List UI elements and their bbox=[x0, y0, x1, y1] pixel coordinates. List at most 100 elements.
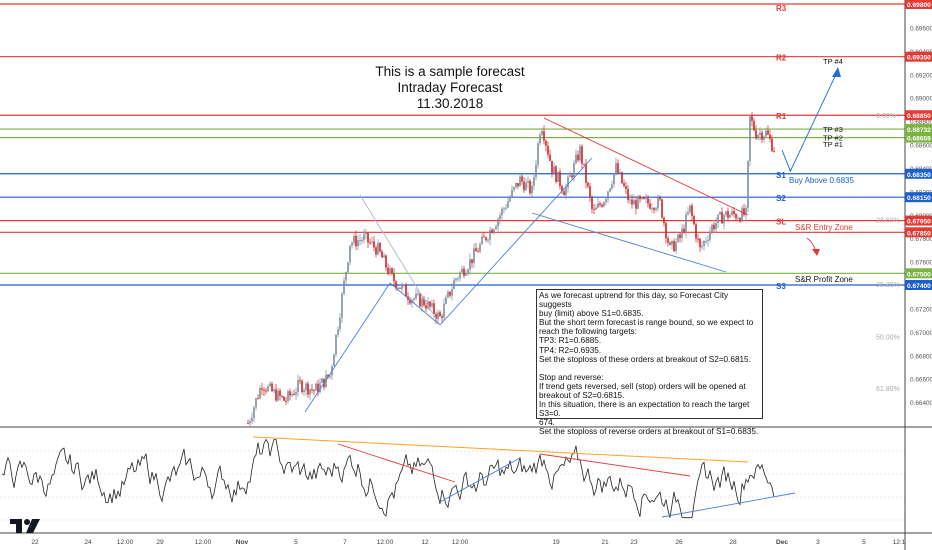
candle-body bbox=[733, 211, 735, 215]
price-label: 0.68150 bbox=[907, 195, 931, 202]
candle-body bbox=[445, 297, 447, 304]
candle-body bbox=[653, 208, 655, 211]
time-tick: 12:00 bbox=[377, 539, 394, 546]
candle-body bbox=[559, 171, 561, 187]
candle-body bbox=[497, 219, 499, 227]
candle-body bbox=[661, 199, 663, 218]
candle-body bbox=[721, 211, 723, 224]
arrow-head-up bbox=[832, 67, 841, 77]
candle-body bbox=[351, 243, 353, 246]
price-label: 0.68350 bbox=[907, 172, 931, 179]
candle-body bbox=[547, 145, 549, 155]
time-tick: Nov bbox=[236, 539, 249, 546]
candle-body bbox=[313, 389, 315, 391]
forecast-arrow-up bbox=[789, 69, 839, 173]
fib-label: 38.20% bbox=[876, 282, 900, 289]
candle-body bbox=[551, 160, 553, 174]
candle-body bbox=[649, 203, 651, 209]
trendline-support-1 bbox=[304, 282, 391, 413]
candle-body bbox=[709, 231, 711, 240]
candle-body bbox=[553, 166, 555, 174]
candle-body bbox=[637, 196, 639, 209]
candle-body bbox=[755, 130, 757, 139]
candle-body bbox=[373, 241, 375, 248]
candle-body bbox=[663, 217, 665, 224]
candle-body bbox=[337, 329, 339, 335]
candle-body bbox=[573, 163, 575, 178]
candle-body bbox=[251, 417, 253, 422]
candle-body bbox=[561, 186, 563, 192]
candle-body bbox=[333, 354, 335, 367]
candle-body bbox=[257, 398, 259, 400]
candle-body bbox=[681, 228, 683, 239]
fib-label: 0.00% bbox=[876, 113, 896, 120]
candle-body bbox=[629, 199, 631, 201]
candle-body bbox=[701, 245, 703, 248]
level-tag: TP #3 bbox=[823, 125, 843, 134]
candle-body bbox=[439, 312, 441, 317]
level-tag: SL bbox=[776, 218, 786, 227]
price-label-bg bbox=[905, 192, 932, 203]
candle-body bbox=[277, 390, 279, 401]
candle-body bbox=[285, 400, 287, 402]
candle-body bbox=[433, 303, 435, 315]
support-resistance-levels bbox=[0, 3, 905, 286]
candle-body bbox=[609, 188, 611, 192]
candle-body bbox=[457, 278, 459, 280]
candle-body bbox=[717, 214, 719, 223]
price-tick: 0.66600 bbox=[910, 377, 932, 384]
candle-body bbox=[307, 383, 309, 395]
time-tick: Dec bbox=[776, 539, 788, 546]
trendlines bbox=[304, 67, 841, 413]
candle-body bbox=[713, 224, 715, 230]
candle-body bbox=[279, 390, 281, 396]
price-label: 0.68659 bbox=[907, 136, 931, 143]
candle-body bbox=[605, 199, 607, 203]
candle-body bbox=[703, 241, 705, 246]
candle-body bbox=[675, 241, 677, 252]
candle-body bbox=[773, 151, 775, 153]
time-tick: 12:00 bbox=[195, 539, 212, 546]
candle-body bbox=[511, 189, 513, 198]
candle-body bbox=[375, 247, 377, 255]
candle-body bbox=[301, 381, 303, 392]
candle-body bbox=[623, 183, 625, 187]
candle-body bbox=[453, 280, 455, 290]
candle-body bbox=[565, 187, 567, 196]
candle-body bbox=[597, 203, 599, 208]
time-tick: 21 bbox=[601, 539, 609, 546]
title-line-2: Intraday Forecast bbox=[397, 80, 503, 95]
candle-body bbox=[729, 214, 731, 218]
candle-body bbox=[731, 211, 733, 215]
level-tag: S3 bbox=[776, 282, 786, 291]
candle-body bbox=[725, 211, 727, 216]
tp4-label: TP #4 bbox=[823, 57, 843, 66]
candle-body bbox=[531, 185, 533, 194]
candle-body bbox=[419, 293, 421, 307]
price-tick: 0.66400 bbox=[910, 400, 932, 407]
candle-body bbox=[409, 299, 411, 304]
candle-body bbox=[259, 388, 261, 399]
candle-body bbox=[651, 208, 653, 210]
candle-body bbox=[421, 298, 423, 307]
time-tick: 23 bbox=[630, 539, 638, 546]
candle-body bbox=[577, 154, 579, 161]
candle-body bbox=[715, 222, 717, 230]
candle-body bbox=[455, 278, 457, 281]
candle-body bbox=[491, 229, 493, 234]
price-label: 0.67500 bbox=[907, 271, 931, 278]
candle-body bbox=[329, 375, 331, 378]
candle-body bbox=[437, 312, 439, 320]
price-tick: 0.69200 bbox=[910, 72, 932, 79]
candle-body bbox=[403, 284, 405, 286]
candle-body bbox=[379, 242, 381, 252]
candle-body bbox=[533, 176, 535, 186]
level-tag: R2 bbox=[776, 54, 787, 63]
price-tick: 0.69600 bbox=[910, 25, 932, 32]
candle-body bbox=[705, 241, 707, 243]
price-label-bg bbox=[905, 0, 932, 9]
candle-body bbox=[673, 240, 675, 252]
candle-body bbox=[503, 208, 505, 210]
